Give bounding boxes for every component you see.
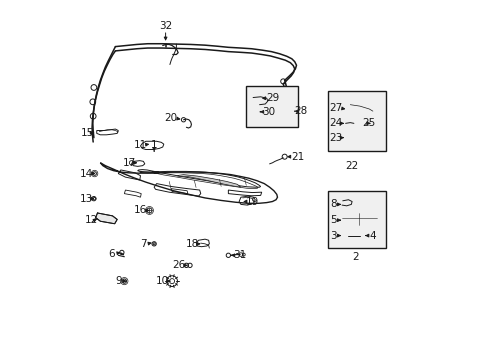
Text: 30: 30: [262, 107, 275, 117]
Bar: [327, 192, 386, 248]
Text: 14: 14: [80, 168, 93, 179]
Polygon shape: [176, 175, 241, 187]
Text: 8: 8: [329, 199, 336, 210]
Text: 3: 3: [329, 231, 336, 240]
Text: 5: 5: [329, 215, 336, 225]
Bar: [246, 86, 298, 127]
Text: 29: 29: [266, 93, 279, 103]
Text: 21: 21: [290, 152, 304, 162]
Text: 18: 18: [185, 239, 199, 249]
Text: 4: 4: [369, 231, 375, 240]
Text: 9: 9: [115, 276, 122, 286]
Text: 15: 15: [81, 128, 94, 138]
Text: 13: 13: [79, 194, 92, 204]
Text: 26: 26: [172, 260, 185, 270]
Text: 31: 31: [233, 250, 246, 260]
Text: 19: 19: [245, 197, 259, 207]
Text: 22: 22: [345, 161, 358, 171]
Text: 11: 11: [134, 140, 147, 150]
Text: 12: 12: [84, 215, 98, 225]
Text: 27: 27: [328, 103, 342, 113]
Text: 2: 2: [352, 252, 358, 262]
Text: 28: 28: [294, 106, 307, 116]
Text: 24: 24: [328, 118, 342, 128]
Text: 23: 23: [328, 133, 342, 143]
Text: 7: 7: [140, 239, 146, 249]
Bar: [327, 91, 386, 150]
Text: 6: 6: [108, 248, 115, 258]
Text: 25: 25: [362, 118, 375, 128]
Polygon shape: [341, 213, 377, 225]
Text: 10: 10: [156, 276, 169, 286]
Text: 20: 20: [164, 113, 177, 123]
Polygon shape: [96, 213, 117, 224]
Text: 32: 32: [159, 21, 172, 31]
Text: 1: 1: [150, 140, 157, 150]
Text: 17: 17: [122, 158, 135, 168]
Text: 16: 16: [134, 206, 147, 216]
